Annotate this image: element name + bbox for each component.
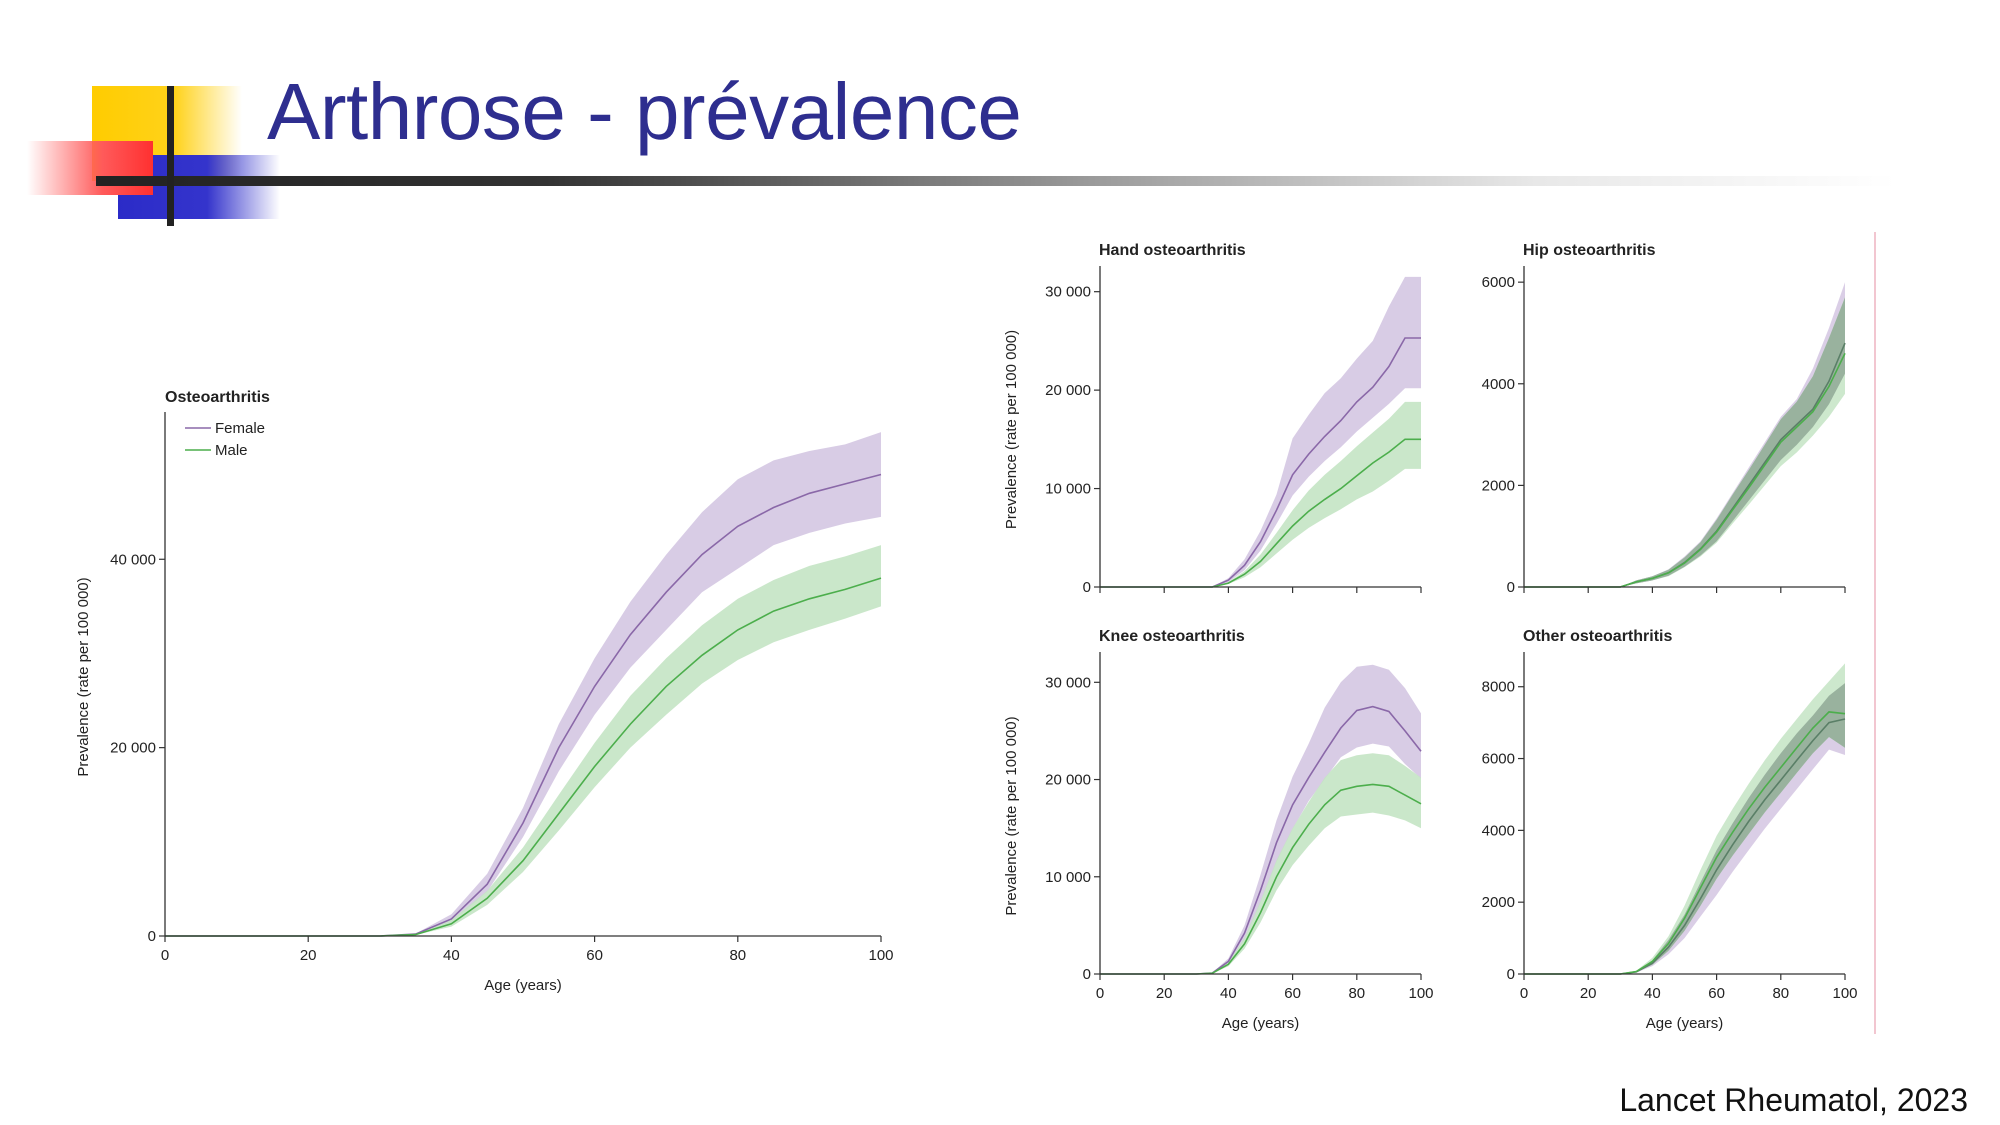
chart-title: Osteoarthritis (165, 389, 270, 406)
decor-vertical-bar (167, 86, 174, 226)
x-axis-label: Age (years) (1646, 1015, 1724, 1032)
x-tick-label: 20 (1156, 985, 1173, 1002)
y-tick-label: 10 000 (1045, 481, 1091, 498)
y-tick-label: 20 000 (110, 740, 156, 757)
x-tick-label: 40 (1644, 985, 1661, 1002)
x-tick-label: 100 (1832, 985, 1857, 1002)
chart-knee: Knee osteoarthritis 0 20 40 60 80 100 0 10 000 20… (1003, 628, 1434, 1032)
ci-band-male (1100, 401, 1421, 587)
x-tick-label: 100 (868, 947, 893, 964)
ci-band-overlap (1524, 297, 1845, 587)
y-tick-label: 0 (1507, 579, 1515, 596)
x-tick-label: 80 (1772, 985, 1789, 1002)
y-tick-label: 8000 (1482, 679, 1515, 696)
y-tick-label: 4000 (1482, 822, 1515, 839)
y-tick-label: 0 (148, 928, 156, 945)
panel-border (1874, 232, 1876, 1034)
y-tick-label: 0 (1083, 966, 1091, 983)
citation: Lancet Rheumatol, 2023 (1619, 1082, 1968, 1118)
y-tick-label: 6000 (1482, 274, 1515, 291)
y-axis-label: Prevalence (rate per 100 000) (75, 577, 92, 776)
series-line-female (1100, 705, 1422, 975)
x-tick-label: 60 (1708, 985, 1725, 1002)
y-tick-label: 30 000 (1045, 284, 1091, 301)
x-tick-label: 40 (1220, 985, 1237, 1002)
x-tick-label: 0 (161, 947, 169, 964)
chart-title: Knee osteoarthritis (1099, 628, 1245, 645)
chart-oa: Osteoarthritis 0 20 40 60 80 100 0 20 000 40 000 A… (75, 389, 894, 994)
legend-label-male: Male (215, 442, 248, 459)
x-tick-label: 20 (300, 947, 317, 964)
x-tick-label: 40 (443, 947, 460, 964)
y-tick-label: 4000 (1482, 376, 1515, 393)
ci-band-male (165, 545, 881, 936)
y-tick-label: 2000 (1482, 477, 1515, 494)
y-tick-label: 40 000 (110, 551, 156, 568)
y-axis-label: Prevalence (rate per 100 000) (1003, 716, 1020, 915)
x-tick-label: 60 (1284, 985, 1301, 1002)
decor-title-underline (96, 176, 1896, 186)
y-tick-label: 30 000 (1045, 674, 1091, 691)
ci-band-overlap (1524, 683, 1845, 974)
x-tick-label: 0 (1520, 985, 1528, 1002)
chart-hand: Hand osteoarthritis 0 10 000 20 000 30 000 Pr… (1003, 242, 1422, 596)
y-tick-label: 2000 (1482, 894, 1515, 911)
y-tick-label: 0 (1083, 579, 1091, 596)
y-tick-label: 0 (1507, 966, 1515, 983)
x-tick-label: 100 (1408, 985, 1433, 1002)
x-tick-label: 20 (1580, 985, 1597, 1002)
legend: Female Male (185, 420, 265, 459)
y-tick-label: 6000 (1482, 751, 1515, 768)
legend-label-female: Female (215, 420, 265, 437)
y-tick-label: 20 000 (1045, 772, 1091, 789)
x-axis-label: Age (years) (1222, 1015, 1300, 1032)
ci-band-female (1100, 664, 1421, 974)
slide-title: Arthrose - prévalence (267, 67, 1022, 156)
chart-title: Other osteoarthritis (1523, 628, 1672, 645)
x-tick-label: 60 (586, 947, 603, 964)
x-axis-label: Age (years) (484, 977, 562, 994)
ci-band-male (1524, 663, 1845, 974)
series-line-female (1524, 342, 1846, 588)
x-tick-label: 80 (1348, 985, 1365, 1002)
x-tick-label: 0 (1096, 985, 1104, 1002)
chart-title: Hand osteoarthritis (1099, 242, 1246, 259)
ci-band-male (1100, 753, 1421, 974)
y-tick-label: 20 000 (1045, 382, 1091, 399)
y-tick-label: 10 000 (1045, 869, 1091, 886)
x-tick-label: 80 (729, 947, 746, 964)
chart-hip: Hip osteoarthritis 0 2000 4000 6000 (1482, 242, 1846, 596)
ci-band-female (1100, 276, 1421, 587)
chart-title: Hip osteoarthritis (1523, 242, 1656, 259)
chart-other: Other osteoarthritis 0 20 40 60 80 100 0 2000 400… (1482, 628, 1858, 1032)
decor-red-square (27, 141, 153, 195)
ci-band-female (165, 432, 881, 936)
y-axis-label: Prevalence (rate per 100 000) (1003, 330, 1020, 529)
series-line-male (1524, 352, 1846, 588)
